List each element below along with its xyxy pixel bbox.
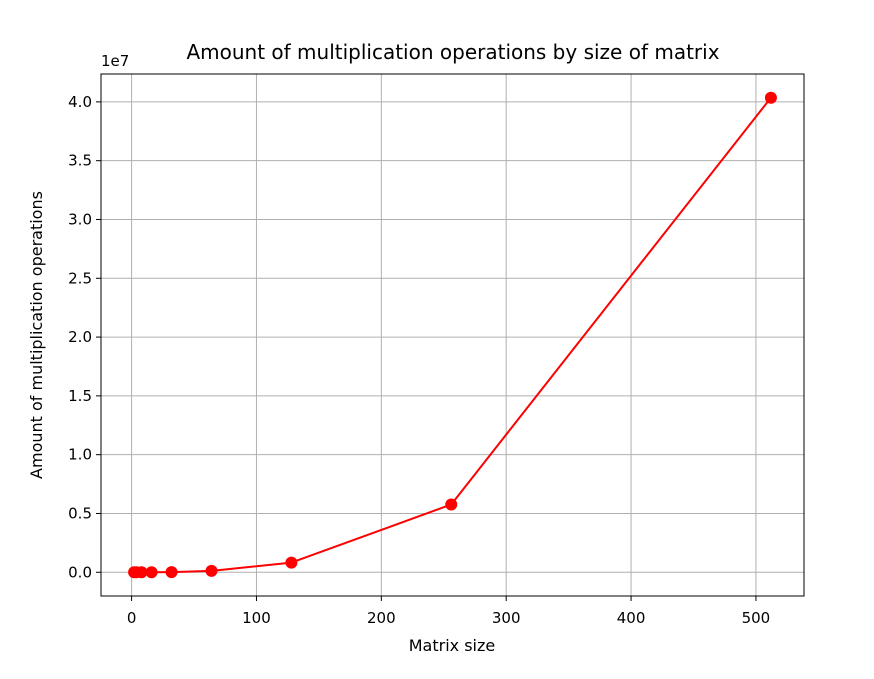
y-tick-label: 2.5: [68, 269, 92, 287]
data-point: [285, 556, 298, 569]
y-tick-label: 0.5: [68, 504, 92, 522]
x-axis-label: Matrix size: [409, 636, 495, 655]
data-point: [165, 566, 178, 579]
plot-frame: [100, 73, 805, 597]
y-tick-label: 4.0: [68, 93, 92, 111]
x-tick-label: 100: [242, 609, 271, 627]
series: [128, 91, 777, 579]
y-tick-label: 0.0: [68, 563, 92, 581]
grid: [101, 74, 804, 596]
data-point: [764, 91, 777, 104]
x-tick-label: 200: [367, 609, 396, 627]
y-tick-label: 1.5: [68, 387, 92, 405]
chart-title: Amount of multiplication operations by s…: [186, 40, 719, 64]
data-point: [445, 498, 458, 511]
x-tick-label: 500: [742, 609, 771, 627]
x-tick-label: 400: [617, 609, 646, 627]
y-tick-label: 3.0: [68, 210, 92, 228]
y-tick-label: 2.0: [68, 328, 92, 346]
y-tick-label: 3.5: [68, 152, 92, 170]
ticks: 0 100 200 300 400 500 0.0 0.5 1.0 1.5 2.0 2.5 3.0 3.5…: [68, 93, 770, 627]
x-tick-label: 300: [492, 609, 521, 627]
y-tick-label: 1.0: [68, 446, 92, 464]
y-offset-text: 1e7: [101, 52, 129, 70]
data-point: [135, 566, 148, 579]
data-point: [205, 564, 218, 577]
data-point: [145, 566, 158, 579]
y-axis-label: Amount of multiplication operations: [27, 191, 46, 479]
x-tick-label: 0: [127, 609, 137, 627]
